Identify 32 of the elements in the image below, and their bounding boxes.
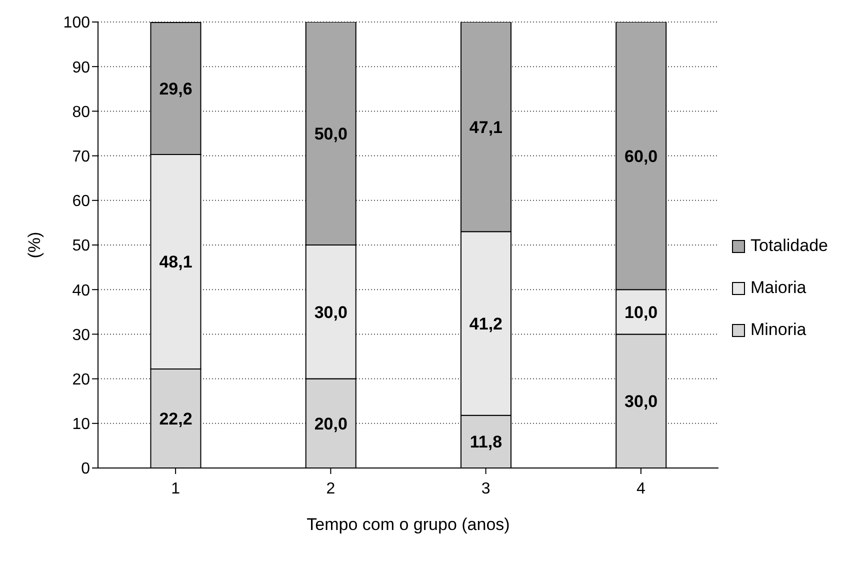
y-tick-label: 30: [72, 326, 90, 344]
y-tick-label: 80: [72, 104, 90, 121]
legend-label: Totalidade: [750, 236, 828, 256]
x-tick-label: 3: [481, 480, 490, 498]
y-tick-label: 90: [72, 59, 90, 76]
y-tick-label: 100: [63, 14, 90, 32]
data-label: 29,6: [159, 79, 192, 98]
data-label: 10,0: [624, 302, 658, 322]
data-label: 50,0: [314, 124, 348, 144]
y-tick-label: 20: [72, 371, 90, 388]
y-tick-label: 60: [72, 193, 90, 210]
y-tick-label: 70: [72, 148, 90, 166]
x-tick-label: 1: [171, 480, 180, 498]
data-label: 30,0: [314, 302, 348, 322]
data-label: 60,0: [624, 146, 658, 166]
data-label: 22,2: [159, 409, 192, 428]
data-label: 47,1: [469, 118, 503, 137]
x-axis-title: Tempo com o grupo (anos): [306, 515, 510, 534]
y-axis-title: (%): [25, 232, 44, 258]
y-tick-label: 40: [72, 282, 90, 300]
x-tick-label: 4: [636, 480, 646, 498]
y-tick-label: 0: [81, 460, 90, 478]
data-label: 20,0: [314, 414, 348, 434]
data-label: 30,0: [624, 392, 658, 412]
data-label: 48,1: [159, 252, 192, 272]
x-tick-label: 2: [326, 480, 336, 498]
y-tick-label: 50: [72, 238, 90, 255]
y-tick-label: 10: [72, 416, 90, 434]
legend-label: Minoria: [750, 320, 806, 340]
data-label: 11,8: [470, 432, 502, 452]
data-label: 41,2: [469, 314, 503, 334]
legend-label: Maioria: [750, 278, 806, 298]
